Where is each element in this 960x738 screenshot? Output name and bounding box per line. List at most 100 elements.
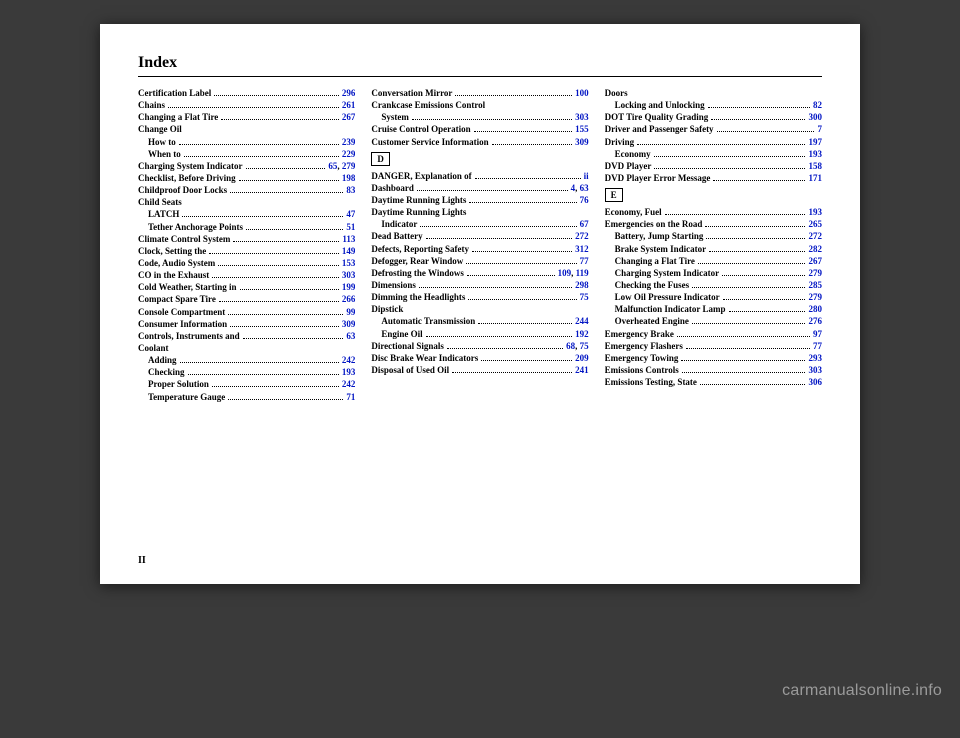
page-link[interactable]: 241 <box>575 365 589 375</box>
index-entry-label: Disc Brake Wear Indicators <box>371 352 478 364</box>
page-link[interactable]: 239 <box>342 137 356 147</box>
page-link[interactable]: 149 <box>342 246 356 256</box>
page-link[interactable]: 158 <box>808 161 822 171</box>
page-link[interactable]: 303 <box>808 365 822 375</box>
page-link[interactable]: 113 <box>342 234 355 244</box>
page-link[interactable]: 296 <box>342 88 356 98</box>
index-entry-label: Certification Label <box>138 87 211 99</box>
index-entry-label: Clock, Setting the <box>138 245 206 257</box>
page-link[interactable]: 309 <box>575 137 589 147</box>
index-entry: Locking and Unlocking82 <box>605 99 822 111</box>
page-link[interactable]: 83 <box>346 185 355 195</box>
index-entry-label: Dead Battery <box>371 230 422 242</box>
page-link[interactable]: 279 <box>342 161 356 171</box>
index-entry-label: Charging System Indicator <box>138 160 243 172</box>
index-entry-label: Changing a Flat Tire <box>605 255 695 267</box>
page-link[interactable]: 76 <box>580 195 589 205</box>
page-link[interactable]: 300 <box>808 112 822 122</box>
index-entry-pages: 303 <box>575 111 589 123</box>
index-entry-pages: 244 <box>575 315 589 327</box>
page-link[interactable]: 198 <box>342 173 356 183</box>
page-link[interactable]: 65 <box>328 161 337 171</box>
page-link[interactable]: 306 <box>808 377 822 387</box>
page-link[interactable]: 209 <box>575 353 589 363</box>
index-entry-pages: 68, 75 <box>566 340 589 352</box>
page-link[interactable]: 312 <box>575 244 589 254</box>
page-link[interactable]: 153 <box>342 258 356 268</box>
index-entry: Daytime Running Lights76 <box>371 194 588 206</box>
page-link[interactable]: 309 <box>342 319 356 329</box>
index-entry-label: Controls, Instruments and <box>138 330 240 342</box>
page-link[interactable]: 279 <box>808 292 822 302</box>
page-link[interactable]: 276 <box>808 316 822 326</box>
page-link[interactable]: 171 <box>808 173 822 183</box>
page-link[interactable]: 51 <box>346 222 355 232</box>
page-link[interactable]: 272 <box>575 231 589 241</box>
page-link[interactable]: 82 <box>813 100 822 110</box>
page-link[interactable]: 99 <box>346 307 355 317</box>
page-link[interactable]: 285 <box>808 280 822 290</box>
page-link[interactable]: 244 <box>575 316 589 326</box>
index-entry: Checking the Fuses285 <box>605 279 822 291</box>
index-entry: Changing a Flat Tire 267 <box>605 255 822 267</box>
leader-dots <box>706 238 805 239</box>
page-link[interactable]: ii <box>584 171 589 181</box>
page-link[interactable]: 193 <box>808 149 822 159</box>
index-entry-label: Driving <box>605 136 635 148</box>
leader-dots <box>214 95 339 96</box>
index-entry-label: Crankcase Emissions Control <box>371 99 485 111</box>
page-link[interactable]: 265 <box>808 219 822 229</box>
page-link[interactable]: 272 <box>808 231 822 241</box>
page-link[interactable]: 100 <box>575 88 589 98</box>
page-link[interactable]: 71 <box>346 392 355 402</box>
leader-dots <box>711 119 805 120</box>
index-entry-pages: 272 <box>575 230 589 242</box>
index-entry: Child Seats <box>138 196 355 208</box>
page-link[interactable]: 77 <box>580 256 589 266</box>
page-link[interactable]: 282 <box>808 244 822 254</box>
page-link[interactable]: 67 <box>580 219 589 229</box>
page-link[interactable]: 77 <box>813 341 822 351</box>
page-link[interactable]: 47 <box>346 209 355 219</box>
page-link[interactable]: 75 <box>580 292 589 302</box>
page-link[interactable]: 75 <box>580 341 589 351</box>
page-link[interactable]: 192 <box>575 329 589 339</box>
page-link[interactable]: 97 <box>813 329 822 339</box>
page-link[interactable]: 63 <box>580 183 589 193</box>
leader-dots <box>243 338 344 339</box>
page-link[interactable]: 267 <box>808 256 822 266</box>
page-link[interactable]: 279 <box>808 268 822 278</box>
page-link[interactable]: 266 <box>342 294 356 304</box>
index-entry-label: Emergencies on the Road <box>605 218 703 230</box>
index-entry-pages: 171 <box>808 172 822 184</box>
index-entry-label: Adding <box>138 354 177 366</box>
index-entry: Indicator67 <box>371 218 588 230</box>
page-link[interactable]: 280 <box>808 304 822 314</box>
page-link[interactable]: 242 <box>342 355 356 365</box>
page-link[interactable]: 109 <box>558 268 572 278</box>
page-link[interactable]: 303 <box>575 112 589 122</box>
page-link[interactable]: 242 <box>342 379 356 389</box>
index-entry-pages: 239 <box>342 136 356 148</box>
page-link[interactable]: 63 <box>346 331 355 341</box>
index-page: Index Certification Label296Chains261Cha… <box>100 24 860 584</box>
page-link[interactable]: 119 <box>576 268 589 278</box>
page-link[interactable]: 193 <box>808 207 822 217</box>
page-link[interactable]: 298 <box>575 280 589 290</box>
page-link[interactable]: 7 <box>817 124 822 134</box>
index-entry-pages: 193 <box>808 148 822 160</box>
page-link[interactable]: 68 <box>566 341 575 351</box>
page-link[interactable]: 155 <box>575 124 589 134</box>
index-entry-pages: 300 <box>808 111 822 123</box>
page-link[interactable]: 293 <box>808 353 822 363</box>
page-link[interactable]: 229 <box>342 149 356 159</box>
page-link[interactable]: 303 <box>342 270 356 280</box>
page-link[interactable]: 261 <box>342 100 356 110</box>
leader-dots <box>492 144 573 145</box>
page-link[interactable]: 4 <box>571 183 576 193</box>
page-link[interactable]: 193 <box>342 367 356 377</box>
page-link[interactable]: 267 <box>342 112 356 122</box>
index-entry-label: Customer Service Information <box>371 136 488 148</box>
page-link[interactable]: 197 <box>808 137 822 147</box>
page-link[interactable]: 199 <box>342 282 356 292</box>
